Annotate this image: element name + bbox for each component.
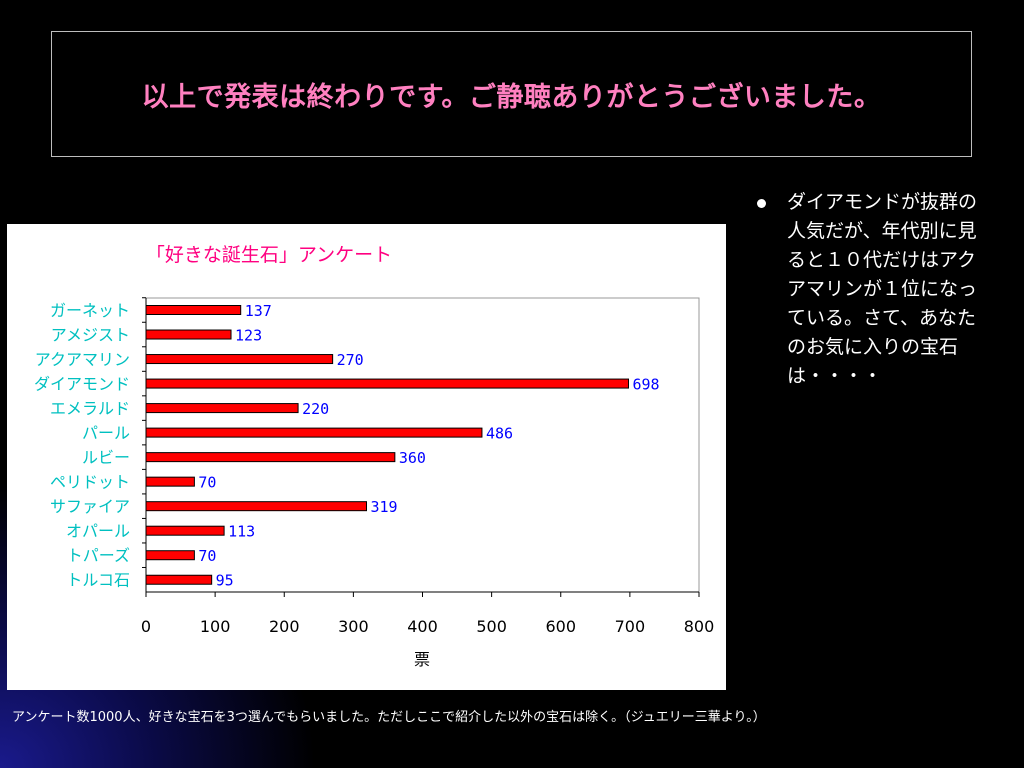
chart-title: 「好きな誕生石」アンケート	[146, 244, 392, 266]
x-tick-label: 600	[545, 617, 576, 636]
value-label: 360	[399, 449, 426, 467]
x-tick-label: 700	[615, 617, 646, 636]
value-label: 486	[486, 425, 513, 443]
slide-title: 以上で発表は終わりです。ご静聴ありがとうございました。	[141, 81, 882, 113]
x-tick-label: 100	[200, 617, 231, 636]
value-label: 270	[337, 351, 364, 369]
value-label: 698	[632, 376, 659, 394]
x-tick-label: 200	[269, 617, 300, 636]
value-label: 123	[235, 327, 262, 345]
category-label: サファイア	[50, 497, 130, 516]
value-label: 70	[198, 547, 216, 565]
category-label: トパーズ	[67, 546, 130, 565]
category-label: ルビー	[82, 448, 130, 467]
bullet-list: ダイアモンドが抜群の人気だが、年代別に見ると１０代だけはアクアマリンが１位になっ…	[757, 188, 997, 391]
category-label: オパール	[66, 522, 130, 541]
bar-11	[145, 574, 213, 585]
category-label: アメジスト	[51, 326, 130, 345]
x-tick-label: 0	[141, 617, 151, 636]
category-label: アクアマリン	[35, 350, 130, 369]
x-tick-label: 800	[684, 617, 715, 636]
category-label: ガーネット	[50, 301, 130, 320]
category-label: エメラルド	[50, 399, 130, 418]
bar-9	[145, 525, 225, 536]
x-tick-label: 500	[476, 617, 507, 636]
bar-0	[145, 305, 242, 315]
bar-3	[145, 378, 629, 389]
bar-2	[145, 354, 334, 365]
bar-8	[145, 501, 368, 512]
category-labels: ガーネットアメジストアクアマリンダイアモンドエメラルドパールルビーペリドットサフ…	[34, 301, 130, 590]
category-label: パール	[82, 424, 130, 443]
bar-5	[145, 427, 483, 438]
x-tick-label: 400	[407, 617, 438, 636]
bullet-text: ダイアモンドが抜群の人気だが、年代別に見ると１０代だけはアクアマリンが１位になっ…	[787, 191, 978, 387]
value-label: 220	[302, 400, 329, 418]
footnote: アンケート数1000人、好きな宝石を3つ選んでもらいました。ただしここで紹介した…	[12, 710, 766, 725]
bar-4	[145, 403, 299, 414]
category-label: トルコ石	[66, 571, 130, 590]
bullet-dot-icon	[757, 199, 766, 208]
value-label: 137	[245, 302, 272, 320]
bar-10	[145, 550, 195, 561]
value-label: 95	[216, 572, 234, 590]
bars-group	[145, 305, 629, 585]
bar-1	[145, 329, 232, 340]
x-axis-ticks: 0 100 200 300 400 500 600 700 800	[141, 297, 715, 636]
category-label: ダイアモンド	[34, 375, 130, 394]
value-label: 113	[228, 523, 255, 541]
category-label: ペリドット	[50, 473, 130, 492]
value-label: 70	[198, 474, 216, 492]
value-label: 319	[371, 498, 398, 516]
bar-7	[145, 476, 195, 487]
x-axis-label: 票	[414, 650, 430, 669]
title-frame: 以上で発表は終わりです。ご静聴ありがとうございました。	[51, 31, 972, 157]
x-tick-label: 300	[338, 617, 369, 636]
chart-panel: 「好きな誕生石」アンケート ガーネットアメジストアクアマリン ダイアモンドエメラル…	[7, 224, 726, 690]
bar-6	[145, 452, 396, 463]
bar-chart: 「好きな誕生石」アンケート ガーネットアメジストアクアマリンダイアモンドエメラル…	[34, 244, 715, 669]
plot-frame	[145, 297, 700, 593]
